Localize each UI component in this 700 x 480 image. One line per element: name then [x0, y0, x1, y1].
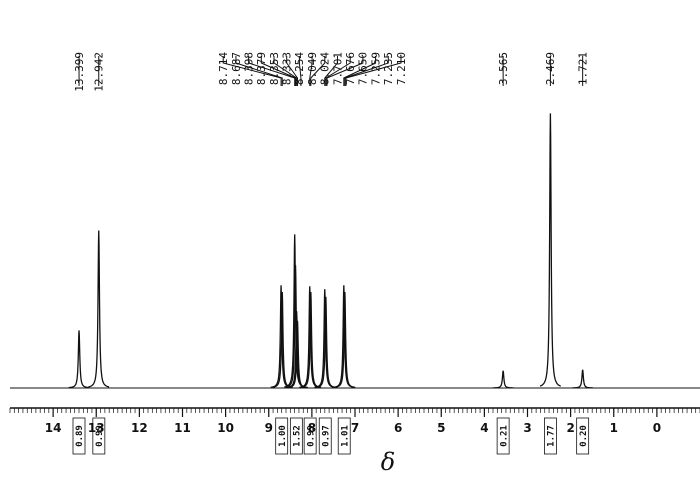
x-tick-label: 6 — [394, 421, 402, 435]
x-tick-label: 3 — [523, 421, 531, 435]
integral-label: 0.89 — [75, 425, 85, 447]
peak-label: 8.049 — [306, 52, 319, 85]
peak-label: 8.687 — [230, 52, 243, 85]
integral-label: 0.99 — [95, 425, 105, 447]
peak — [539, 113, 561, 387]
integral-box — [337, 417, 351, 455]
peak-label: 7.259 — [369, 52, 382, 85]
peak — [315, 296, 337, 389]
x-axis-label: δ — [381, 448, 395, 476]
peak-label: 7.235 — [382, 52, 395, 85]
peak-label: 8.379 — [255, 52, 268, 85]
peak-leader — [310, 56, 326, 86]
peak-leader — [273, 56, 298, 86]
peak — [572, 369, 594, 389]
integral-label: 1.52 — [293, 425, 303, 447]
peak-label: 8.333 — [281, 52, 294, 85]
peak-leader — [260, 56, 297, 86]
x-tick-label: 10 — [217, 421, 234, 435]
peak-leader — [298, 56, 302, 86]
x-tick-label: 2 — [566, 421, 574, 435]
integral-box — [496, 417, 510, 455]
peak — [88, 230, 110, 388]
x-tick-label: 12 — [131, 421, 148, 435]
integral-box — [72, 417, 86, 455]
peak — [492, 370, 514, 389]
x-tick-label: 4 — [480, 421, 488, 435]
x-tick-label: 0 — [653, 421, 661, 435]
integral-label: 0.21 — [499, 425, 509, 447]
integral-box — [92, 417, 106, 455]
peak-leader — [325, 56, 351, 86]
integral-box — [303, 417, 317, 455]
peak-leader — [286, 56, 299, 86]
peak-label: 8.398 — [242, 52, 255, 85]
x-tick-label: 14 — [45, 421, 62, 435]
peak-label: 7.210 — [395, 52, 408, 85]
x-tick-label: 1 — [610, 421, 618, 435]
peak-leader — [324, 56, 338, 86]
peak-leader — [222, 56, 282, 86]
integral-label: 1.01 — [340, 425, 350, 447]
integral-label: 0.99 — [306, 425, 316, 447]
integral-label: 1.00 — [278, 425, 288, 447]
peak-leader — [326, 56, 364, 86]
x-tick-label: 13 — [88, 421, 105, 435]
integral-box — [275, 417, 289, 455]
integral-label: 1.77 — [547, 425, 557, 447]
integral-label: 0.20 — [579, 425, 589, 447]
x-tick-label: 8 — [308, 421, 316, 435]
peak-label: 8.353 — [268, 52, 281, 85]
integral-box — [543, 417, 557, 455]
peak — [68, 330, 90, 389]
peak-leader — [344, 56, 389, 86]
x-tick-label: 11 — [174, 421, 191, 435]
peak-leader — [345, 56, 402, 86]
peak-leader — [343, 56, 377, 86]
peak — [334, 291, 356, 388]
integral-box — [318, 417, 332, 455]
peak-label: 8.714 — [217, 52, 230, 85]
x-tick-label: 9 — [265, 421, 273, 435]
integral-label: 0.97 — [321, 425, 331, 447]
peak-leader — [248, 56, 296, 86]
peak-label: 7.701 — [331, 52, 344, 85]
x-tick-label: 5 — [437, 421, 445, 435]
integral-box — [576, 417, 590, 455]
peak-leader — [235, 56, 283, 86]
x-tick-label: 7 — [351, 421, 359, 435]
peak-leader — [309, 56, 313, 86]
integral-box — [289, 417, 303, 455]
